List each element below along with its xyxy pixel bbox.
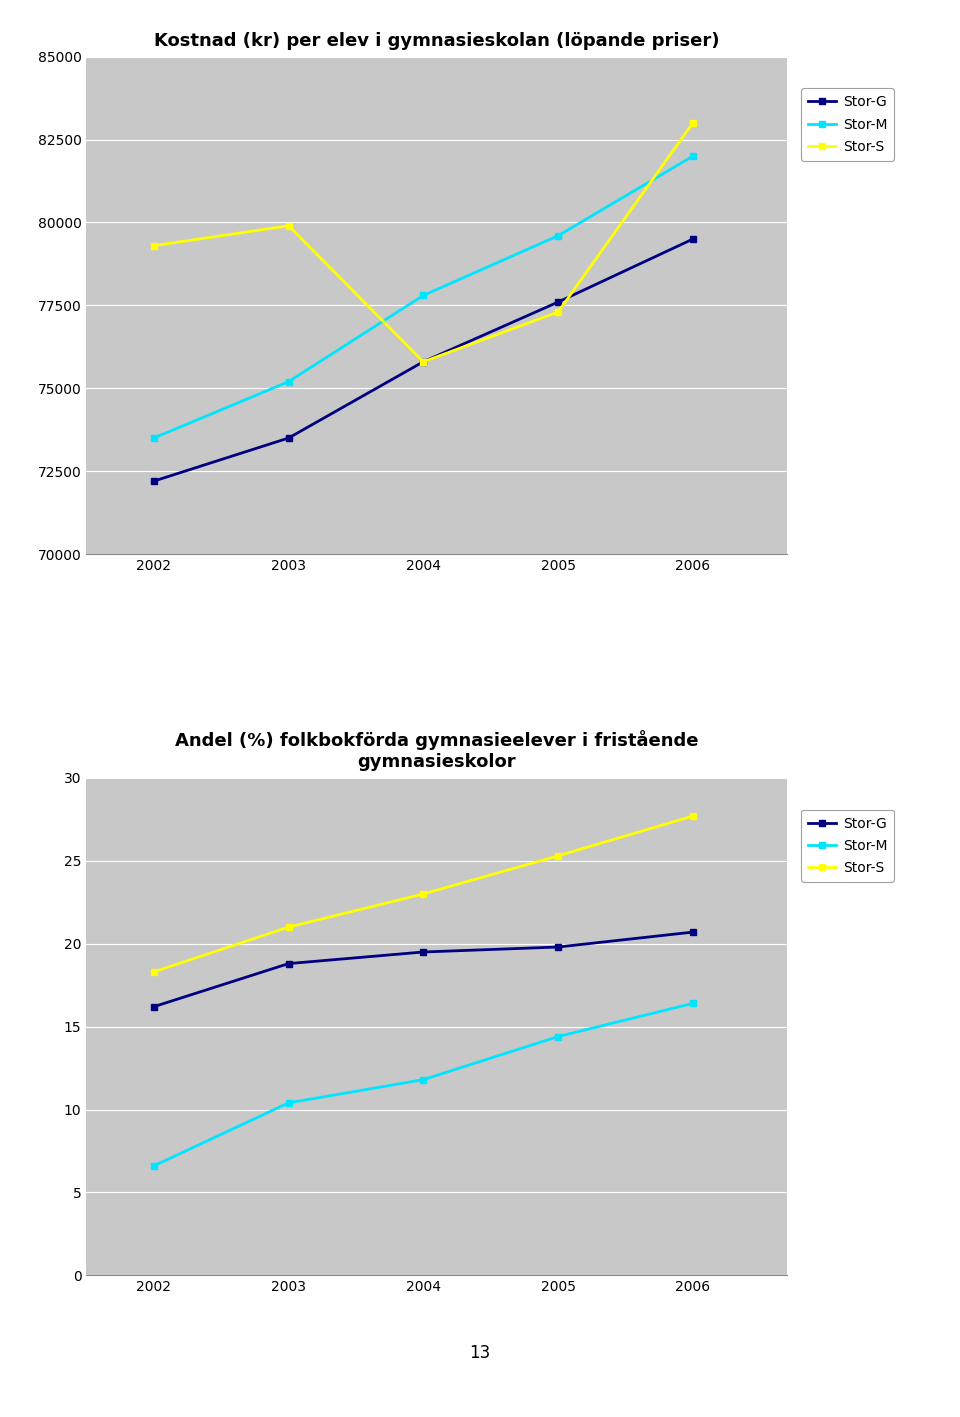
Stor-S (418, 886, 429, 903)
Stor-G (687, 924, 699, 941)
Stor-S (687, 115, 699, 132)
Stor-S (148, 964, 159, 981)
Stor-S (687, 808, 699, 825)
Stor-G (418, 944, 429, 961)
Title: Kostnad (kr) per elev i gymnasieskolan (löpande priser): Kostnad (kr) per elev i gymnasieskolan (… (154, 31, 720, 50)
Stor-M (687, 147, 699, 164)
Legend: Stor-G, Stor-M, Stor-S: Stor-G, Stor-M, Stor-S (802, 88, 895, 162)
Stor-G (552, 293, 564, 310)
Stor-G (283, 955, 295, 972)
Stor-M (552, 1029, 564, 1046)
Stor-S (148, 237, 159, 254)
Stor-M (418, 1071, 429, 1088)
Stor-M (552, 227, 564, 244)
Line: Stor-G: Stor-G (151, 235, 696, 485)
Stor-M (418, 286, 429, 303)
Line: Stor-M: Stor-M (151, 1000, 696, 1169)
Legend: Stor-G, Stor-M, Stor-S: Stor-G, Stor-M, Stor-S (802, 809, 895, 883)
Stor-M (148, 429, 159, 446)
Stor-G (148, 473, 159, 490)
Stor-G (552, 938, 564, 955)
Stor-G (687, 231, 699, 248)
Stor-S (418, 353, 429, 370)
Line: Stor-M: Stor-M (151, 153, 696, 442)
Text: 13: 13 (469, 1345, 491, 1362)
Stor-M (283, 1094, 295, 1111)
Stor-M (283, 373, 295, 390)
Stor-S (283, 217, 295, 234)
Stor-S (283, 918, 295, 935)
Line: Stor-S: Stor-S (151, 119, 696, 366)
Stor-M (148, 1158, 159, 1175)
Title: Andel (%) folkbokförda gymnasieelever i fristående
gymnasieskolor: Andel (%) folkbokförda gymnasieelever i … (175, 730, 699, 771)
Stor-G (148, 998, 159, 1015)
Stor-S (552, 303, 564, 320)
Line: Stor-G: Stor-G (151, 928, 696, 1010)
Stor-M (687, 995, 699, 1012)
Stor-S (552, 847, 564, 864)
Stor-G (418, 353, 429, 370)
Line: Stor-S: Stor-S (151, 812, 696, 975)
Stor-G (283, 429, 295, 446)
